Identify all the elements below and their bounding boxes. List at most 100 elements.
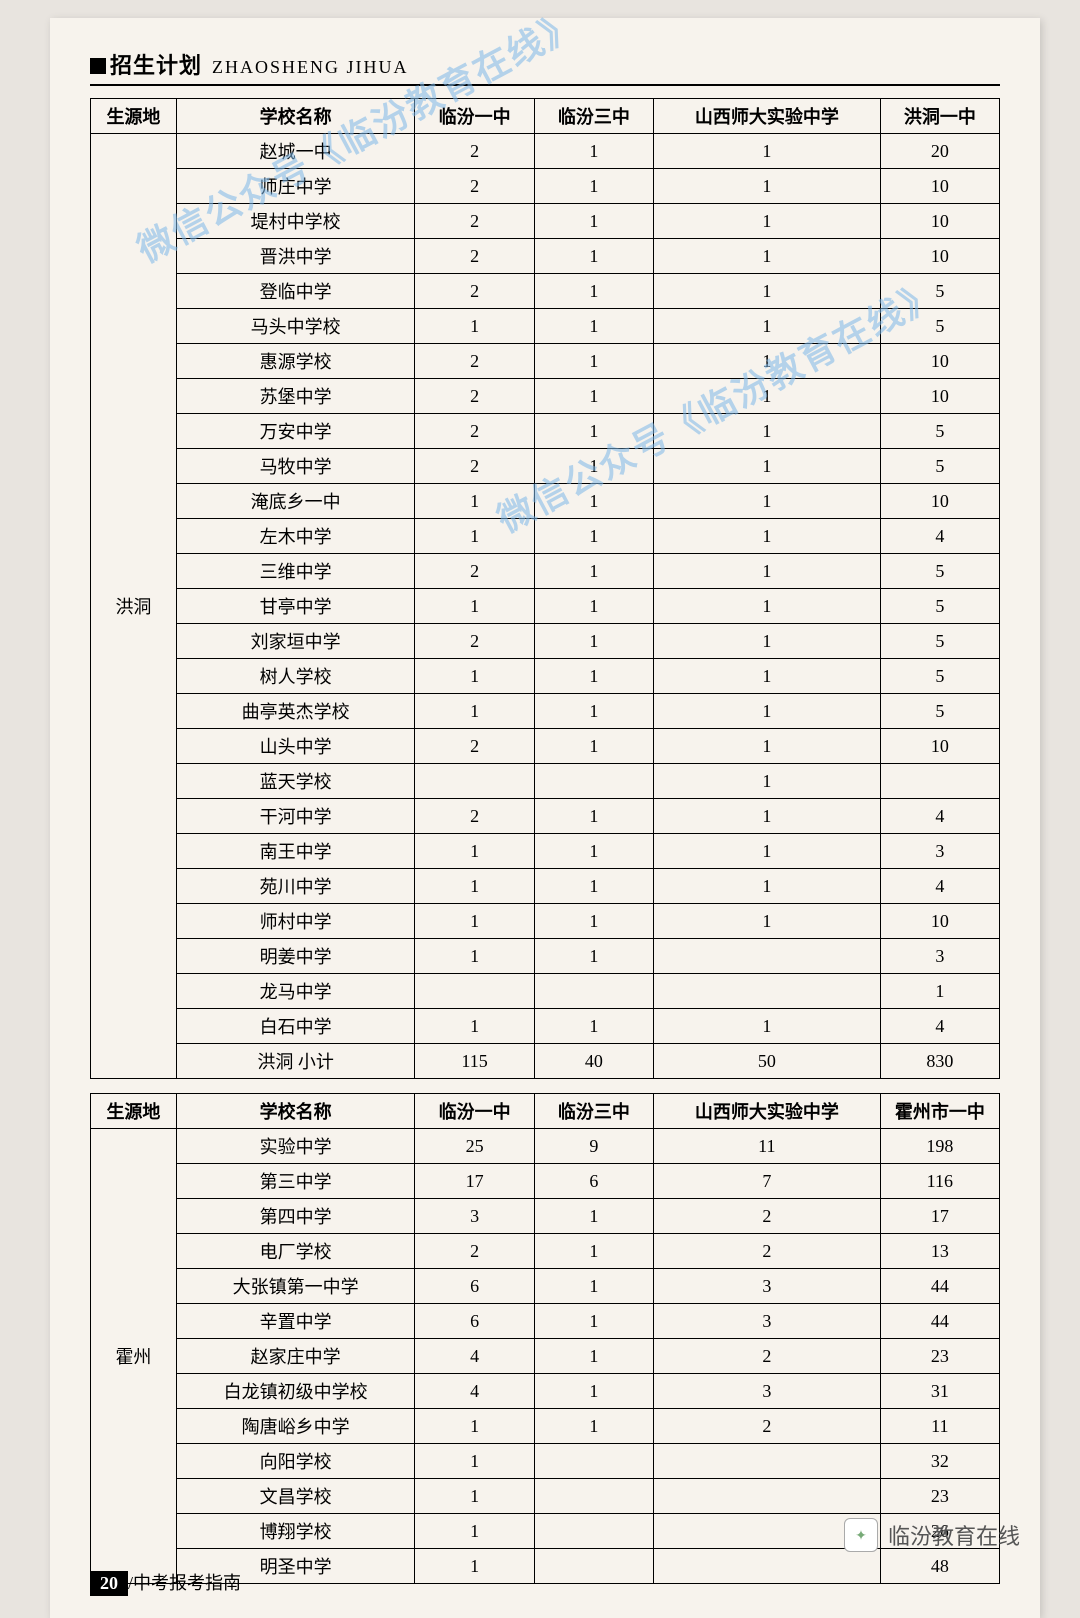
table-cell: [534, 764, 653, 799]
table-cell: 5: [880, 414, 999, 449]
table-cell: 2: [415, 169, 534, 204]
page-footer: 20/中考报考指南: [90, 1569, 241, 1596]
table-cell: 1: [415, 939, 534, 974]
table-cell: 赵城一中: [176, 134, 415, 169]
table-cell: 1: [654, 134, 881, 169]
table-cell: 31: [880, 1374, 999, 1409]
table-cell: 明姜中学: [176, 939, 415, 974]
table-cell: 第三中学: [176, 1164, 415, 1199]
table-cell: 9: [534, 1129, 653, 1164]
table-header-cell: 生源地: [91, 99, 177, 134]
table-cell: 2: [654, 1339, 881, 1374]
table-cell: 1: [534, 1304, 653, 1339]
table-cell: 1: [654, 484, 881, 519]
table-cell: 1: [654, 589, 881, 624]
table-cell: 1: [654, 694, 881, 729]
table-cell: 1: [415, 1444, 534, 1479]
table-cell: 3: [880, 834, 999, 869]
table-cell: 向阳学校: [176, 1444, 415, 1479]
table-cell: 48: [880, 1549, 999, 1584]
table-cell: 1: [534, 309, 653, 344]
table-cell: 1: [534, 1234, 653, 1269]
subtotal-row: 洪洞 小计1154050830: [91, 1044, 1000, 1079]
table-cell: 1: [534, 519, 653, 554]
table-cell: [415, 974, 534, 1009]
table-cell: 1: [534, 414, 653, 449]
table-row: 文昌学校1 23: [91, 1479, 1000, 1514]
wechat-icon: ✦: [844, 1518, 878, 1552]
table-cell: 1: [534, 1009, 653, 1044]
table-cell: 116: [880, 1164, 999, 1199]
table-cell: 4: [415, 1339, 534, 1374]
table-cell: 师村中学: [176, 904, 415, 939]
table-cell: 文昌学校: [176, 1479, 415, 1514]
table-header-cell: 学校名称: [176, 1094, 415, 1129]
table-cell: 干河中学: [176, 799, 415, 834]
table-cell: 1: [654, 309, 881, 344]
table-cell: 登临中学: [176, 274, 415, 309]
table-row: 陶唐峪乡中学11211: [91, 1409, 1000, 1444]
table-cell: [654, 1549, 881, 1584]
table-cell: 甘亭中学: [176, 589, 415, 624]
table-cell: 2: [654, 1409, 881, 1444]
table-row: 白龙镇初级中学校41331: [91, 1374, 1000, 1409]
table-cell: 蓝天学校: [176, 764, 415, 799]
subtotal-cell: 115: [415, 1044, 534, 1079]
table-cell: 1: [534, 239, 653, 274]
table-cell: 20: [880, 134, 999, 169]
table-cell: 1: [534, 659, 653, 694]
table-row: 师庄中学21110: [91, 169, 1000, 204]
table-row: 淹底乡一中11110: [91, 484, 1000, 519]
table-cell: 1: [534, 1269, 653, 1304]
table-cell: 5: [880, 659, 999, 694]
table-cell: 3: [880, 939, 999, 974]
table-cell: 2: [415, 449, 534, 484]
enrollment-table-1: 生源地学校名称临汾一中临汾三中山西师大实验中学洪洞一中 洪洞赵城一中21120师…: [90, 98, 1000, 1079]
table-cell: 2: [415, 624, 534, 659]
table-cell: 1: [534, 274, 653, 309]
table-row: 辛置中学61344: [91, 1304, 1000, 1339]
table-cell: 6: [534, 1164, 653, 1199]
table-cell: 第四中学: [176, 1199, 415, 1234]
table-cell: 23: [880, 1479, 999, 1514]
table-cell: 1: [415, 659, 534, 694]
table-cell: 刘家垣中学: [176, 624, 415, 659]
header-subtitle: ZHAOSHENG JIHUA: [212, 57, 409, 77]
table-header-cell: 山西师大实验中学: [654, 1094, 881, 1129]
table-cell: 惠源学校: [176, 344, 415, 379]
table-cell: 7: [654, 1164, 881, 1199]
table-row: 师村中学11110: [91, 904, 1000, 939]
table-cell: 三维中学: [176, 554, 415, 589]
table-cell: 1: [415, 1009, 534, 1044]
table-row: 蓝天学校1: [91, 764, 1000, 799]
table-cell: 1: [534, 1199, 653, 1234]
table-cell: 2: [415, 239, 534, 274]
table-cell: 2: [654, 1234, 881, 1269]
table-cell: 白龙镇初级中学校: [176, 1374, 415, 1409]
table-cell: 23: [880, 1339, 999, 1374]
table-cell: 2: [654, 1199, 881, 1234]
table-row: 刘家垣中学2115: [91, 624, 1000, 659]
table-cell: 1: [534, 169, 653, 204]
table-cell: 2: [415, 379, 534, 414]
table-cell: 5: [880, 589, 999, 624]
table-cell: 2: [415, 204, 534, 239]
region-cell: 霍州: [91, 1129, 177, 1584]
table-cell: 2: [415, 554, 534, 589]
table-cell: [534, 1479, 653, 1514]
table-cell: 1: [654, 1009, 881, 1044]
table-cell: 1: [654, 659, 881, 694]
table-cell: 1: [654, 834, 881, 869]
table-row: 三维中学2115: [91, 554, 1000, 589]
table-cell: 1: [415, 1409, 534, 1444]
table-cell: 6: [415, 1269, 534, 1304]
table-cell: 赵家庄中学: [176, 1339, 415, 1374]
table-cell: 5: [880, 554, 999, 589]
table-cell: 1: [415, 1479, 534, 1514]
table-cell: 4: [415, 1374, 534, 1409]
table-row: 干河中学2114: [91, 799, 1000, 834]
table-cell: 左木中学: [176, 519, 415, 554]
table-row: 马头中学校1115: [91, 309, 1000, 344]
table-row: 洪洞赵城一中21120: [91, 134, 1000, 169]
table-cell: 1: [534, 1409, 653, 1444]
